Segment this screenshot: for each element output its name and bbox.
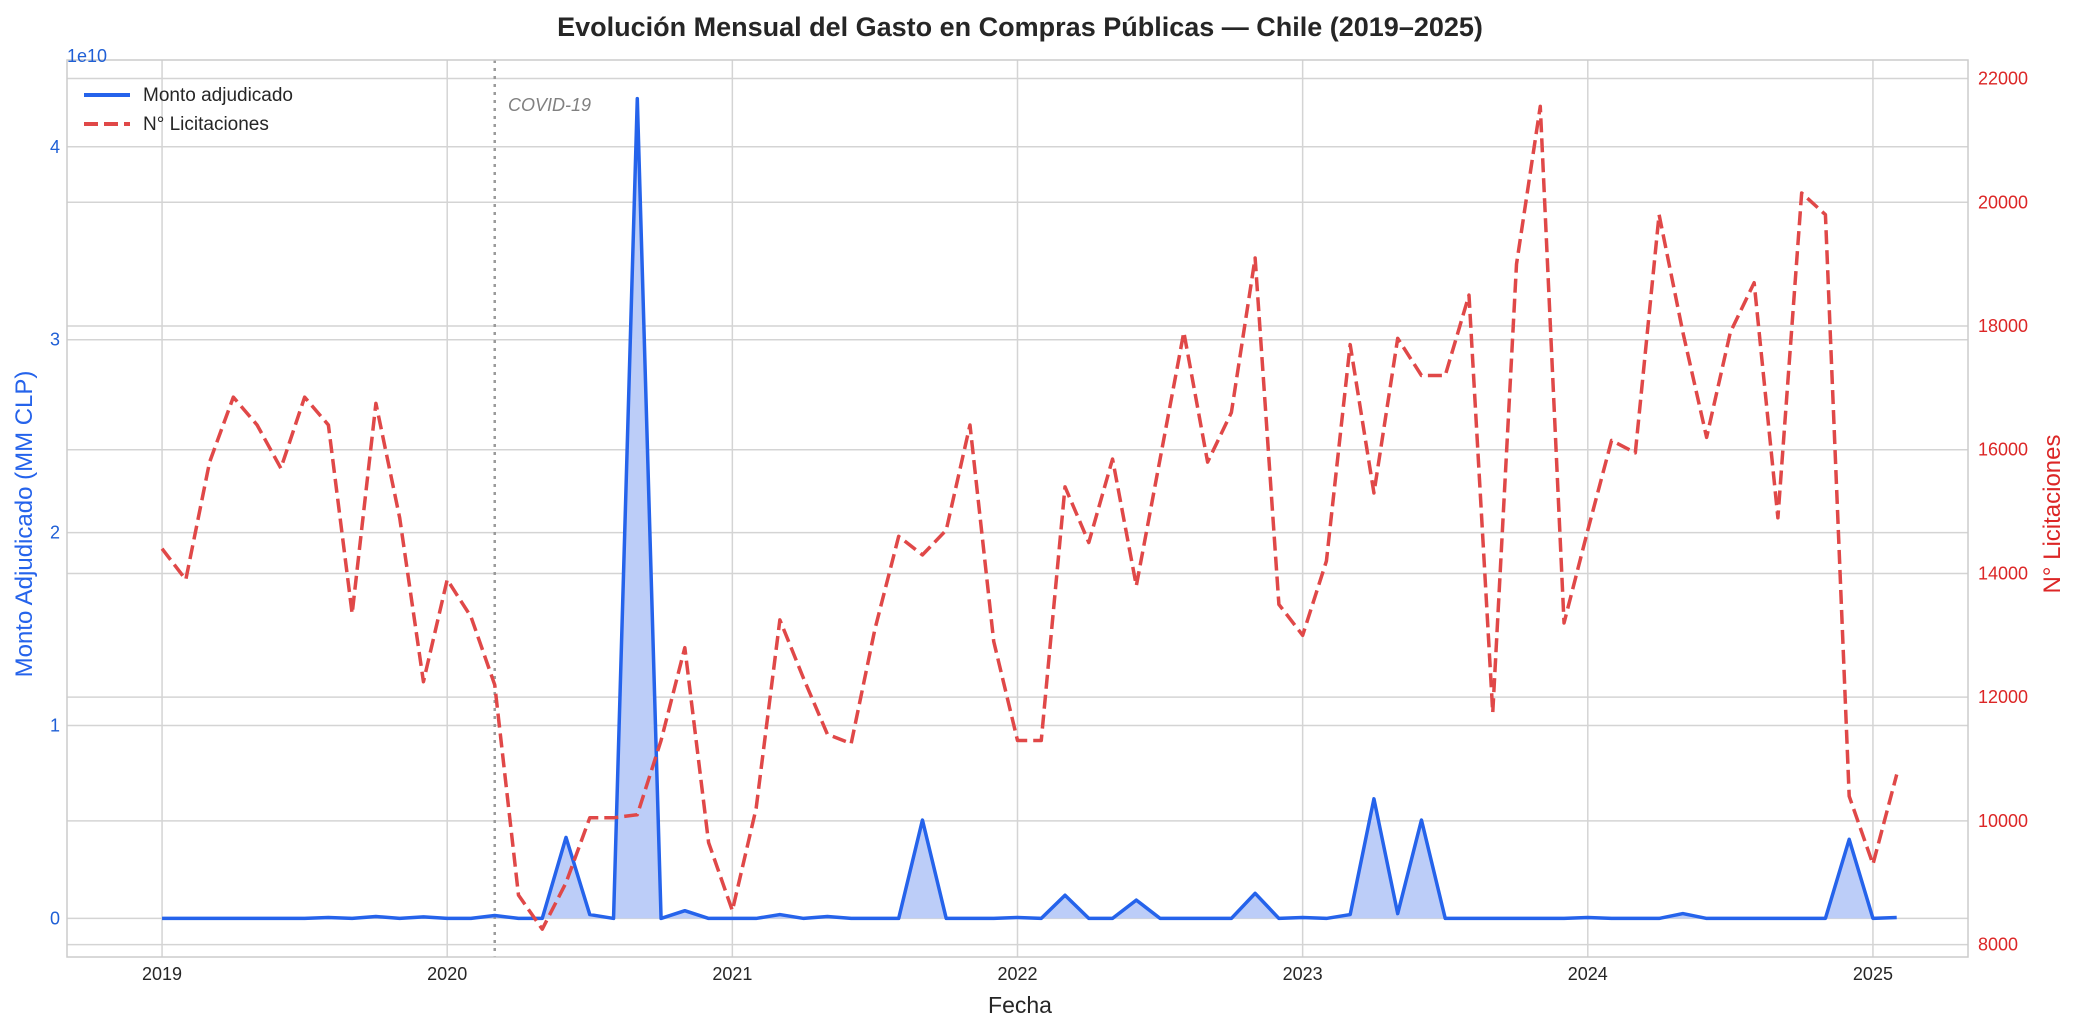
x-tick-label: 2021 <box>712 964 752 984</box>
x-tick-label: 2019 <box>142 964 182 984</box>
series-lines <box>160 60 1899 957</box>
legend: Monto adjudicado N° Licitaciones <box>84 85 293 135</box>
plot-frame <box>66 59 1969 958</box>
legend-tenders-label: N° Licitaciones <box>143 114 269 135</box>
y-right-tick-label: 14000 <box>1978 563 2028 583</box>
y-right-tick-label: 18000 <box>1978 316 2028 336</box>
y-right-tick-label: 22000 <box>1978 69 2028 89</box>
x-tick-label: 2020 <box>427 964 467 984</box>
x-tick-label: 2022 <box>997 964 1037 984</box>
right-axis-label: N° Licitaciones <box>2039 435 2066 594</box>
y-right-tick-label: 10000 <box>1978 811 2028 831</box>
axes: 2019 2020 2021 2022 2023 2024 2025 0 1 2 3 4 8000 100… <box>50 59 2028 984</box>
x-tick-label: 2023 <box>1283 964 1323 984</box>
covid-annotation: COVID-19 <box>508 95 591 115</box>
x-axis-label: Fecha <box>988 992 1052 1018</box>
left-axis-multiplier: 1e10 <box>67 46 107 66</box>
amount-series-line <box>162 96 1897 921</box>
legend-amount-label: Monto adjudicado <box>143 85 293 106</box>
y-left-tick-label: 2 <box>50 523 60 543</box>
y-right-tick-label: 8000 <box>1978 935 2018 955</box>
left-axis-label: Monto Adjudicado (MM CLP) <box>11 371 38 678</box>
y-left-tick-label: 0 <box>50 908 60 928</box>
y-right-tick-label: 12000 <box>1978 687 2028 707</box>
y-right-tick-label: 20000 <box>1978 192 2028 212</box>
x-tick-label: 2025 <box>1853 964 1893 984</box>
y-left-tick-label: 3 <box>50 330 60 350</box>
y-right-tick-label: 16000 <box>1978 440 2028 460</box>
tenders-series-line <box>160 104 1899 931</box>
y-left-tick-label: 1 <box>50 716 60 736</box>
chart-title: Evolución Mensual del Gasto en Compras P… <box>557 12 1483 42</box>
grid <box>67 60 1968 957</box>
x-tick-label: 2024 <box>1568 964 1608 984</box>
y-left-tick-label: 4 <box>50 137 60 157</box>
